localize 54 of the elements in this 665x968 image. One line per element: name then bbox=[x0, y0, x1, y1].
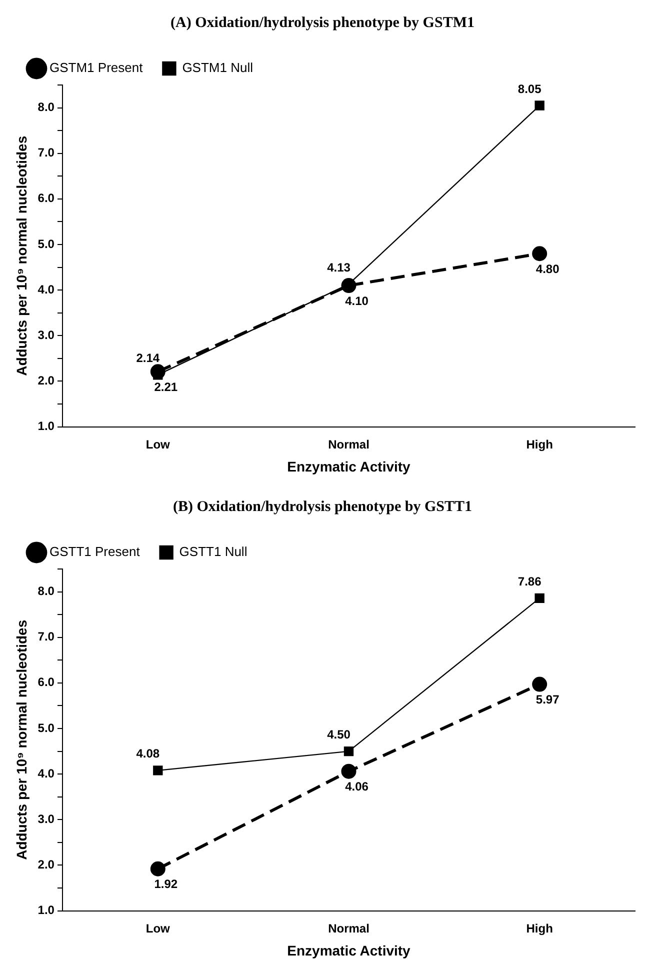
x-tick-label: High bbox=[526, 921, 553, 936]
chart-title: (B) Oxidation/hydrolysis phenotype by GSTT1 bbox=[173, 498, 472, 515]
x-tick-label: Normal bbox=[328, 437, 370, 452]
y-tick-label: 7.0 bbox=[38, 630, 55, 644]
y-tick-label: 3.0 bbox=[38, 812, 55, 826]
point bbox=[344, 746, 354, 756]
data-label: 7.86 bbox=[518, 574, 542, 588]
point bbox=[534, 593, 544, 604]
legend-label: GSTM1 Present bbox=[50, 60, 144, 76]
point bbox=[532, 246, 548, 262]
data-label: 4.08 bbox=[136, 746, 160, 761]
point bbox=[341, 764, 356, 779]
data-label: 4.13 bbox=[327, 260, 351, 274]
data-label: 5.97 bbox=[536, 692, 560, 707]
y-tick-label: 3.0 bbox=[38, 328, 55, 342]
data-label: 4.50 bbox=[327, 728, 351, 742]
legend-label: GSTT1 Null bbox=[179, 544, 248, 560]
x-axis-title: Enzymatic Activity bbox=[287, 458, 411, 474]
x-tick-label: High bbox=[526, 437, 553, 452]
y-tick-label: 4.0 bbox=[38, 766, 55, 780]
y-tick-label: 6.0 bbox=[38, 191, 55, 206]
point bbox=[150, 364, 166, 380]
point bbox=[534, 100, 544, 110]
legend-label: GSTT1 Present bbox=[50, 544, 140, 560]
data-label: 2.14 bbox=[136, 351, 160, 366]
y-tick-label: 5.0 bbox=[38, 236, 55, 251]
x-tick-label: Normal bbox=[328, 921, 370, 936]
y-tick-label: 1.0 bbox=[38, 419, 55, 434]
x-tick-label: Low bbox=[146, 921, 171, 936]
y-tick-label: 8.0 bbox=[38, 100, 55, 114]
x-axis-title: Enzymatic Activity bbox=[287, 942, 411, 958]
y-tick-label: 4.0 bbox=[38, 282, 55, 296]
y-tick-label: 8.0 bbox=[38, 584, 55, 598]
data-label: 4.06 bbox=[345, 780, 369, 794]
point bbox=[532, 676, 548, 692]
chart-title: (A) Oxidation/hydrolysis phenotype by GSTM1 bbox=[170, 14, 474, 31]
data-label: 4.80 bbox=[536, 262, 560, 276]
data-label: 8.05 bbox=[518, 82, 542, 96]
point bbox=[150, 861, 166, 876]
legend-label: GSTM1 Null bbox=[182, 60, 254, 76]
x-tick-label: Low bbox=[146, 437, 171, 452]
data-label: 1.92 bbox=[154, 877, 178, 892]
y-tick-label: 7.0 bbox=[38, 146, 55, 160]
y-tick-label: 2.0 bbox=[38, 858, 55, 872]
point bbox=[153, 766, 163, 776]
y-tick-label: 5.0 bbox=[38, 720, 55, 735]
y-tick-label: 2.0 bbox=[38, 374, 55, 388]
point bbox=[341, 278, 356, 294]
data-label: 4.10 bbox=[345, 294, 369, 308]
y-axis-title: Adducts per 10⁹ normal nucleotides bbox=[13, 620, 30, 860]
data-label: 2.21 bbox=[154, 380, 178, 394]
y-axis-title: Adducts per 10⁹ normal nucleotides bbox=[13, 136, 30, 376]
y-tick-label: 6.0 bbox=[38, 675, 55, 690]
y-tick-label: 1.0 bbox=[38, 903, 55, 918]
